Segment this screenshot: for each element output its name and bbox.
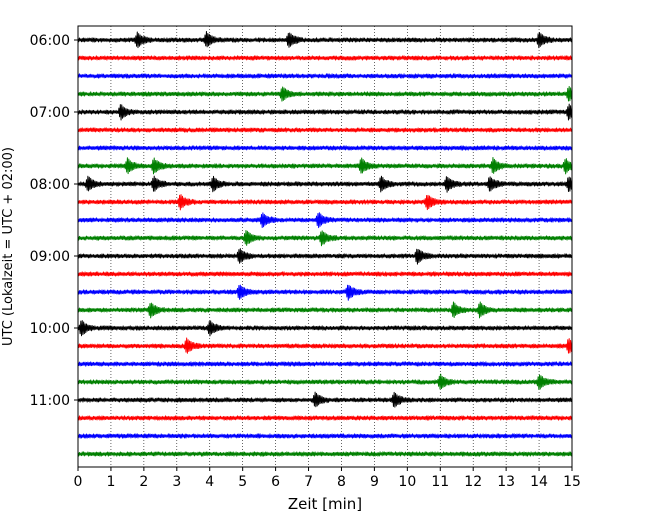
x-axis-ticks: 0 1 2 3 4 5 6 7 8 9 10 11 12 13 14 15 [74,467,581,490]
y-tick-label: 06:00 [30,33,70,49]
x-tick-label: 1 [106,474,115,490]
y-tick-label: 08:00 [30,177,70,193]
trace-line [77,415,573,421]
x-tick-label: 9 [370,474,379,490]
x-tick-label: 7 [304,474,313,490]
trace-line [77,361,573,367]
trace-line [77,55,573,61]
x-tick-label: 4 [205,474,214,490]
y-tick-label: 07:00 [30,105,70,121]
trace-line [77,248,573,265]
x-tick-label: 5 [238,474,247,490]
trace-layer [77,30,573,457]
plot-area-frame [77,25,573,468]
trace-line [77,271,573,277]
trace-line [77,127,573,133]
trace-line [77,86,573,102]
y-tick-label: 11:00 [30,393,70,409]
x-tick-label: 10 [398,474,416,490]
trace-line [77,391,573,408]
trace-line [77,433,573,439]
x-tick-label: 6 [271,474,280,490]
trace-line [77,451,573,457]
y-tick-label: 10:00 [30,321,70,337]
trace-line [77,320,573,337]
trace-line [77,145,573,151]
x-tick-label: 12 [464,474,482,490]
x-tick-label: 11 [431,474,449,490]
trace-line [77,229,573,247]
trace-line [77,175,573,193]
x-tick-label: 3 [172,474,181,490]
x-tick-label: 14 [530,474,548,490]
x-tick-label: 0 [74,474,83,490]
x-tick-label: 2 [139,474,148,490]
trace-line [77,284,573,301]
y-axis-ticks: 06:00 07:00 08:00 09:00 10:00 11:00 [30,33,78,409]
trace-line [77,73,573,79]
x-tick-label: 13 [497,474,515,490]
trace-line [77,103,573,121]
trace-line [77,373,573,390]
trace-line [77,30,573,49]
x-tick-label: 8 [337,474,346,490]
trace-line [77,301,573,319]
trace-line [77,194,573,211]
trace-line [77,337,573,354]
x-tick-label: 15 [563,474,581,490]
x-axis-label: Zeit [min] [288,495,362,513]
trace-line [77,157,573,175]
y-axis-label: UTC (Lokalzeit = UTC + 02:00) [1,147,16,346]
y-tick-label: 09:00 [30,249,70,265]
trace-line [77,212,573,229]
